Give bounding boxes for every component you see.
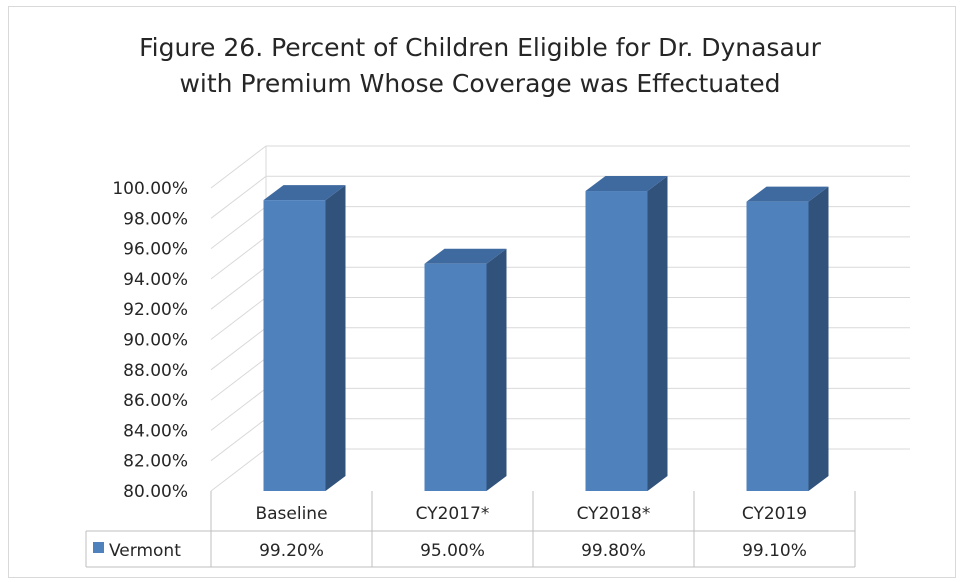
category-label: Baseline: [255, 504, 327, 524]
bar: [746, 201, 809, 491]
data-label: 95.00%: [420, 541, 485, 561]
y-tick-label: 94.00%: [123, 270, 188, 290]
legend-series-name: Vermont: [109, 541, 181, 561]
category-label: CY2017*: [416, 504, 490, 524]
gridline-side: [210, 357, 267, 401]
chart-title-line-2: with Premium Whose Coverage was Effectua…: [179, 69, 781, 98]
gridline-side: [210, 327, 267, 371]
y-tick-label: 98.00%: [123, 209, 188, 229]
y-tick-label: 96.00%: [123, 240, 188, 260]
y-tick-label: 80.00%: [123, 482, 188, 502]
gridline-side: [210, 145, 267, 189]
y-tick-label: 86.00%: [123, 391, 188, 411]
gridline-side: [210, 206, 267, 249]
data-label: 99.20%: [259, 541, 324, 561]
category-label: CY2019: [742, 504, 807, 524]
gridline-side: [210, 388, 267, 431]
gridline-side: [210, 266, 267, 310]
y-tick-label: 84.00%: [123, 421, 188, 441]
data-label: 99.80%: [581, 541, 646, 561]
gridline-side: [210, 448, 267, 492]
y-tick-label: 82.00%: [123, 452, 188, 472]
bar: [585, 191, 648, 491]
legend-swatch: [93, 542, 104, 553]
y-tick-label: 90.00%: [123, 331, 188, 351]
bar-top: [424, 248, 507, 264]
gridline-side: [210, 418, 267, 462]
bar-side: [808, 186, 829, 491]
y-tick-label: 92.00%: [123, 300, 188, 320]
chart-title: Figure 26. Percent of Children Eligible …: [0, 30, 960, 102]
bar-side: [486, 248, 507, 491]
gridline-side: [210, 175, 267, 219]
y-tick-label: 88.00%: [123, 361, 188, 381]
gridline-side: [210, 236, 267, 280]
y-tick-label: 100.00%: [112, 179, 188, 199]
bar: [263, 200, 326, 491]
bar-top: [585, 176, 668, 192]
bar-top: [746, 186, 829, 202]
data-label: 99.10%: [742, 541, 807, 561]
category-label: CY2018*: [577, 504, 651, 524]
gridline-side: [210, 297, 267, 340]
bar: [424, 263, 487, 491]
chart-title-line-1: Figure 26. Percent of Children Eligible …: [139, 33, 821, 62]
bar-top: [263, 185, 346, 201]
bar-side: [647, 176, 668, 491]
bar-side: [325, 185, 346, 491]
